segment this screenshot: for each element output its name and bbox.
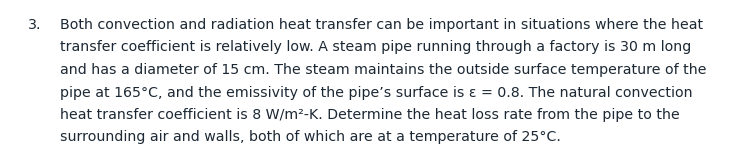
- Text: heat transfer coefficient is 8 W/m²-K. Determine the heat loss rate from the pip: heat transfer coefficient is 8 W/m²-K. D…: [60, 108, 680, 122]
- Text: Both convection and radiation heat transfer can be important in situations where: Both convection and radiation heat trans…: [60, 18, 703, 32]
- Text: transfer coefficient is relatively low. A steam pipe running through a factory i: transfer coefficient is relatively low. …: [60, 41, 691, 54]
- Text: pipe at 165°C, and the emissivity of the pipe’s surface is ε = 0.8. The natural : pipe at 165°C, and the emissivity of the…: [60, 86, 693, 100]
- Text: 3.: 3.: [28, 18, 41, 32]
- Text: and has a diameter of 15 cm. The steam maintains the outside surface temperature: and has a diameter of 15 cm. The steam m…: [60, 63, 707, 77]
- Text: surrounding air and walls, both of which are at a temperature of 25°C.: surrounding air and walls, both of which…: [60, 130, 561, 144]
